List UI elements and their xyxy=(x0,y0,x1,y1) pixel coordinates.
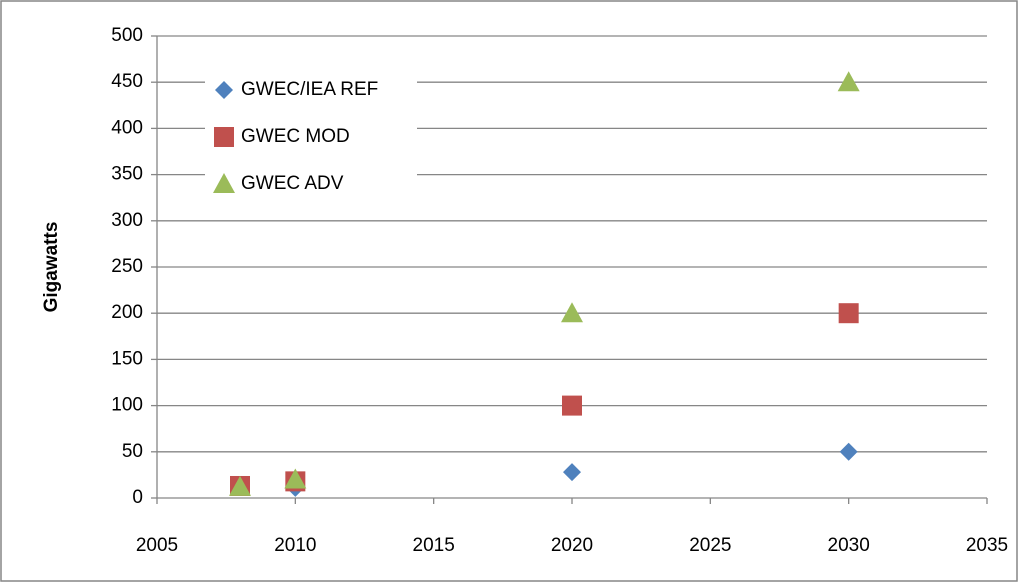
x-tick-label: 2020 xyxy=(551,535,593,556)
y-tick-label: 450 xyxy=(111,71,143,92)
marker-diamond xyxy=(563,463,581,482)
x-tick-label: 2035 xyxy=(966,535,1008,556)
x-tick-label: 2005 xyxy=(136,535,178,556)
marker-triangle xyxy=(229,475,251,496)
y-tick-label: 150 xyxy=(111,348,143,369)
x-tick-label: 2025 xyxy=(689,535,731,556)
marker-triangle xyxy=(561,302,583,323)
x-tick-label: 2010 xyxy=(274,535,316,556)
legend-label: GWEC MOD xyxy=(241,126,350,147)
marker-square xyxy=(838,303,859,324)
y-tick-label: 50 xyxy=(122,441,143,462)
y-tick-label: 500 xyxy=(111,25,143,46)
y-tick-label: 250 xyxy=(111,256,143,277)
marker-square xyxy=(214,127,234,147)
marker-diamond xyxy=(215,81,233,99)
y-axis-label: Gigawatts xyxy=(41,222,62,313)
marker-triangle xyxy=(284,468,307,489)
marker-square xyxy=(562,395,582,416)
marker-diamond xyxy=(839,442,858,461)
legend-label: GWEC/IEA REF xyxy=(241,79,378,100)
x-tick-label: 2030 xyxy=(828,535,870,556)
legend-label: GWEC ADV xyxy=(241,173,344,194)
y-tick-label: 100 xyxy=(111,395,143,416)
y-tick-label: 350 xyxy=(111,164,143,185)
marker-triangle xyxy=(213,173,235,193)
legend-box xyxy=(205,62,417,210)
y-tick-label: 300 xyxy=(111,210,143,231)
y-tick-label: 200 xyxy=(111,302,143,323)
marker-triangle xyxy=(837,71,860,92)
x-tick-label: 2015 xyxy=(413,535,455,556)
y-tick-label: 400 xyxy=(111,117,143,138)
y-tick-label: 0 xyxy=(132,487,143,508)
